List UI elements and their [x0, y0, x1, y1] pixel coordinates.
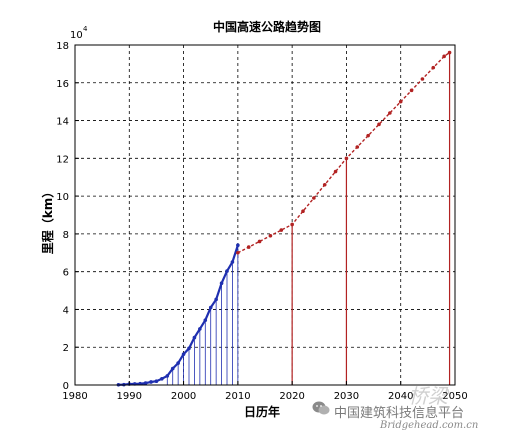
y-exponent-power: 4	[83, 25, 88, 33]
historical-point	[170, 366, 175, 371]
historical-point	[208, 305, 213, 310]
forecast-point	[398, 99, 403, 104]
watermark-text: 中国建筑科技信息平台	[334, 406, 465, 421]
tick-labels: 1980 1990 2000 2010 2020 2030 2040 2050 0 2 4 6 8 10 1…	[56, 41, 467, 402]
y-tick-label: 18	[56, 41, 69, 52]
forecast-point	[236, 250, 240, 255]
historical-point	[181, 352, 186, 357]
y-tick-label: 12	[56, 154, 69, 165]
forecast-point	[388, 111, 392, 115]
x-tick-label: 2000	[171, 391, 196, 402]
x-tick-label: 2050	[442, 391, 467, 402]
forecast-point	[442, 54, 446, 59]
forecast-point	[268, 233, 273, 238]
y-tick-label: 0	[63, 381, 69, 392]
grid-layer	[75, 45, 455, 385]
reference-lines	[166, 52, 451, 385]
forecast-point	[322, 182, 327, 187]
historical-point	[230, 260, 235, 264]
watermark-seal: 桥梁	[408, 384, 448, 408]
historical-point	[160, 376, 164, 381]
forecast-point	[246, 245, 251, 249]
x-tick-label: 2030	[334, 391, 359, 402]
forecast-point	[312, 196, 316, 200]
y-tick-label: 14	[56, 117, 69, 128]
forecast-point	[344, 156, 349, 161]
y-tick-label: 10	[56, 192, 69, 203]
forecast-point	[301, 209, 305, 214]
x-tick-label: 2010	[225, 391, 250, 402]
historical-point	[236, 243, 240, 248]
historical-point	[143, 381, 148, 385]
forecast-point	[431, 65, 436, 70]
y-exponent-base: 10	[70, 30, 83, 41]
forecast-point	[279, 228, 284, 232]
chart-title: 中国高速公路趋势图	[213, 19, 321, 34]
historical-point	[149, 380, 153, 384]
historical-point	[225, 269, 229, 273]
historical-point	[214, 297, 218, 302]
x-tick-label: 2020	[279, 391, 304, 402]
x-tick-label: 1990	[117, 391, 142, 402]
historical-point	[198, 327, 202, 331]
historical-point	[192, 335, 197, 340]
watermark-url: Bridgehead.com.cn	[380, 420, 479, 431]
y-tick-label: 2	[63, 343, 69, 354]
historical-point	[187, 346, 191, 351]
forecast-point	[366, 133, 370, 138]
y-axis-label: 里程（km）	[40, 186, 55, 255]
series-layer	[116, 50, 452, 387]
y-tick-label: 16	[56, 79, 69, 90]
forecast-point	[355, 145, 360, 149]
forecast-point	[290, 222, 294, 227]
historical-point	[219, 281, 224, 285]
y-tick-label: 8	[63, 230, 69, 241]
historical-point	[165, 374, 170, 378]
plot-frame	[74, 44, 456, 386]
y-tick-label: 4	[63, 305, 69, 316]
forecast-point	[333, 169, 338, 174]
historical-point	[203, 318, 208, 323]
x-tick-label: 1980	[62, 391, 87, 402]
historical-point	[154, 379, 159, 384]
wechat-icon	[312, 401, 330, 415]
y-tick-label: 6	[63, 268, 69, 279]
forecast-point	[257, 239, 262, 244]
forecast-point	[420, 77, 425, 81]
forecast-point	[377, 122, 381, 127]
forecast-point	[409, 88, 414, 93]
historical-point	[176, 361, 180, 365]
forecast-point	[447, 50, 452, 55]
x-tick-label: 2040	[388, 391, 413, 402]
x-axis-label: 日历年	[244, 404, 280, 419]
